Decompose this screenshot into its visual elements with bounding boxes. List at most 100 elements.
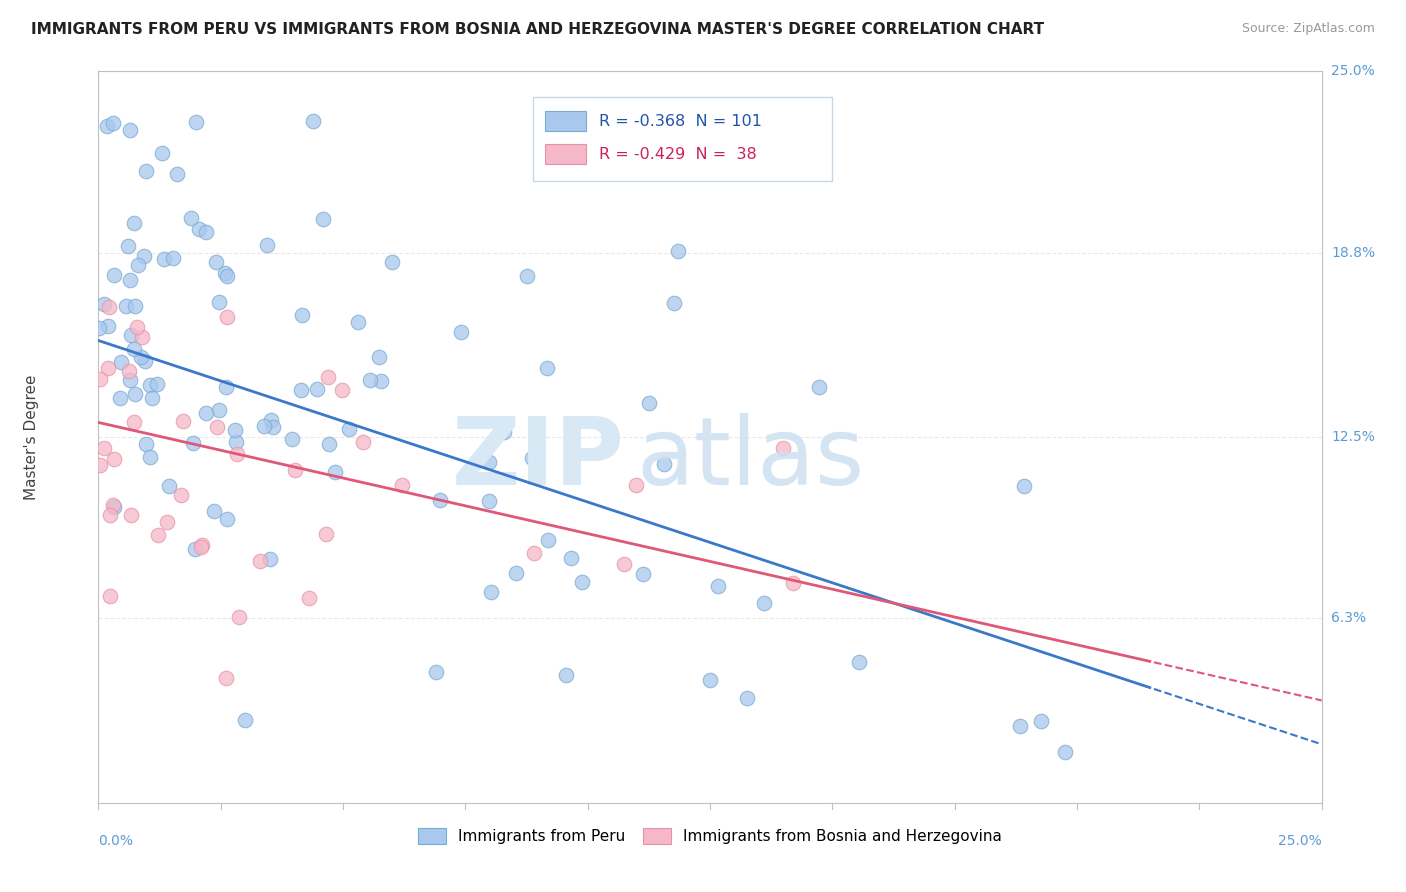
Text: 25.0%: 25.0%: [1331, 64, 1375, 78]
Point: [330, 383, 353, 397]
Point: [135, 164, 157, 178]
Point: [101, 116, 124, 130]
Point: [108, 391, 131, 405]
Point: [494, 425, 516, 439]
Point: [215, 380, 238, 394]
Point: [479, 584, 502, 599]
Point: [117, 238, 139, 252]
Point: [323, 465, 346, 479]
Point: [228, 610, 250, 624]
Point: [536, 361, 558, 376]
Point: [1012, 479, 1035, 493]
Point: [205, 420, 228, 434]
Point: [172, 414, 194, 428]
Point: [124, 386, 146, 401]
Point: [520, 451, 543, 466]
Text: Master's Degree: Master's Degree: [24, 375, 38, 500]
Point: [134, 354, 156, 368]
Point: [347, 315, 370, 329]
Point: [103, 498, 125, 512]
Point: [352, 435, 374, 450]
Text: 12.5%: 12.5%: [1331, 430, 1375, 444]
Point: [226, 447, 249, 461]
Point: [425, 665, 447, 679]
Point: [337, 422, 360, 436]
Point: [139, 450, 162, 465]
Point: [170, 488, 193, 502]
Point: [298, 591, 321, 606]
Point: [202, 504, 225, 518]
Point: [135, 436, 157, 450]
Point: [707, 579, 730, 593]
Point: [359, 373, 381, 387]
Point: [368, 350, 391, 364]
Point: [450, 325, 472, 339]
Point: [370, 374, 392, 388]
Point: [214, 671, 236, 685]
Point: [122, 342, 145, 356]
Point: [103, 500, 125, 514]
Point: [120, 328, 142, 343]
Point: [195, 225, 218, 239]
Point: [571, 574, 593, 589]
Point: [145, 377, 167, 392]
Point: [217, 310, 239, 325]
Point: [96, 119, 118, 133]
Point: [181, 436, 204, 450]
Text: R = -0.429  N =  38: R = -0.429 N = 38: [599, 146, 756, 161]
Point: [631, 566, 654, 581]
Point: [166, 167, 188, 181]
Point: [103, 451, 125, 466]
Point: [139, 377, 162, 392]
Point: [290, 383, 312, 397]
Point: [98, 508, 121, 522]
Point: [118, 364, 141, 378]
Point: [262, 420, 284, 434]
Point: [307, 382, 329, 396]
FancyBboxPatch shape: [546, 111, 586, 131]
Point: [110, 355, 132, 369]
Point: [98, 300, 121, 314]
Point: [153, 252, 176, 266]
Text: ZIP: ZIP: [451, 413, 624, 505]
Point: [666, 244, 689, 259]
Point: [118, 123, 141, 137]
Point: [315, 527, 337, 541]
Point: [205, 254, 228, 268]
Point: [190, 540, 212, 554]
Text: 0.0%: 0.0%: [98, 833, 134, 847]
Point: [93, 441, 115, 455]
Text: 25.0%: 25.0%: [1278, 833, 1322, 847]
Legend: Immigrants from Peru, Immigrants from Bosnia and Herzegovina: Immigrants from Peru, Immigrants from Bo…: [412, 822, 1008, 850]
Point: [120, 508, 142, 522]
Point: [127, 258, 149, 272]
Point: [207, 294, 229, 309]
Point: [124, 299, 146, 313]
FancyBboxPatch shape: [546, 144, 586, 164]
Point: [318, 437, 340, 451]
Point: [1053, 745, 1076, 759]
Text: IMMIGRANTS FROM PERU VS IMMIGRANTS FROM BOSNIA AND HERZEGOVINA MASTER'S DEGREE C: IMMIGRANTS FROM PERU VS IMMIGRANTS FROM …: [31, 22, 1045, 37]
Point: [318, 370, 340, 384]
Point: [848, 655, 870, 669]
Point: [312, 211, 335, 226]
Point: [97, 361, 120, 376]
Point: [652, 457, 675, 471]
Point: [187, 222, 209, 236]
Text: 18.8%: 18.8%: [1331, 246, 1375, 260]
Point: [260, 413, 283, 427]
Point: [115, 300, 138, 314]
Point: [214, 266, 236, 280]
Point: [624, 477, 647, 491]
Point: [1010, 719, 1032, 733]
Point: [129, 350, 152, 364]
Point: [391, 478, 413, 492]
Point: [162, 251, 184, 265]
Text: Source: ZipAtlas.com: Source: ZipAtlas.com: [1241, 22, 1375, 36]
Point: [290, 308, 312, 322]
Point: [478, 455, 501, 469]
Point: [157, 479, 180, 493]
Point: [381, 254, 404, 268]
Point: [772, 441, 794, 455]
Point: [150, 146, 173, 161]
